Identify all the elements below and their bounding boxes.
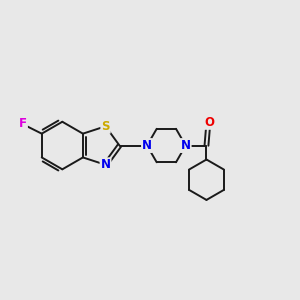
- Text: S: S: [101, 120, 110, 133]
- Text: O: O: [204, 116, 214, 129]
- Text: N: N: [100, 158, 110, 171]
- Text: N: N: [181, 139, 191, 152]
- Text: N: N: [142, 139, 152, 152]
- Text: F: F: [19, 117, 27, 130]
